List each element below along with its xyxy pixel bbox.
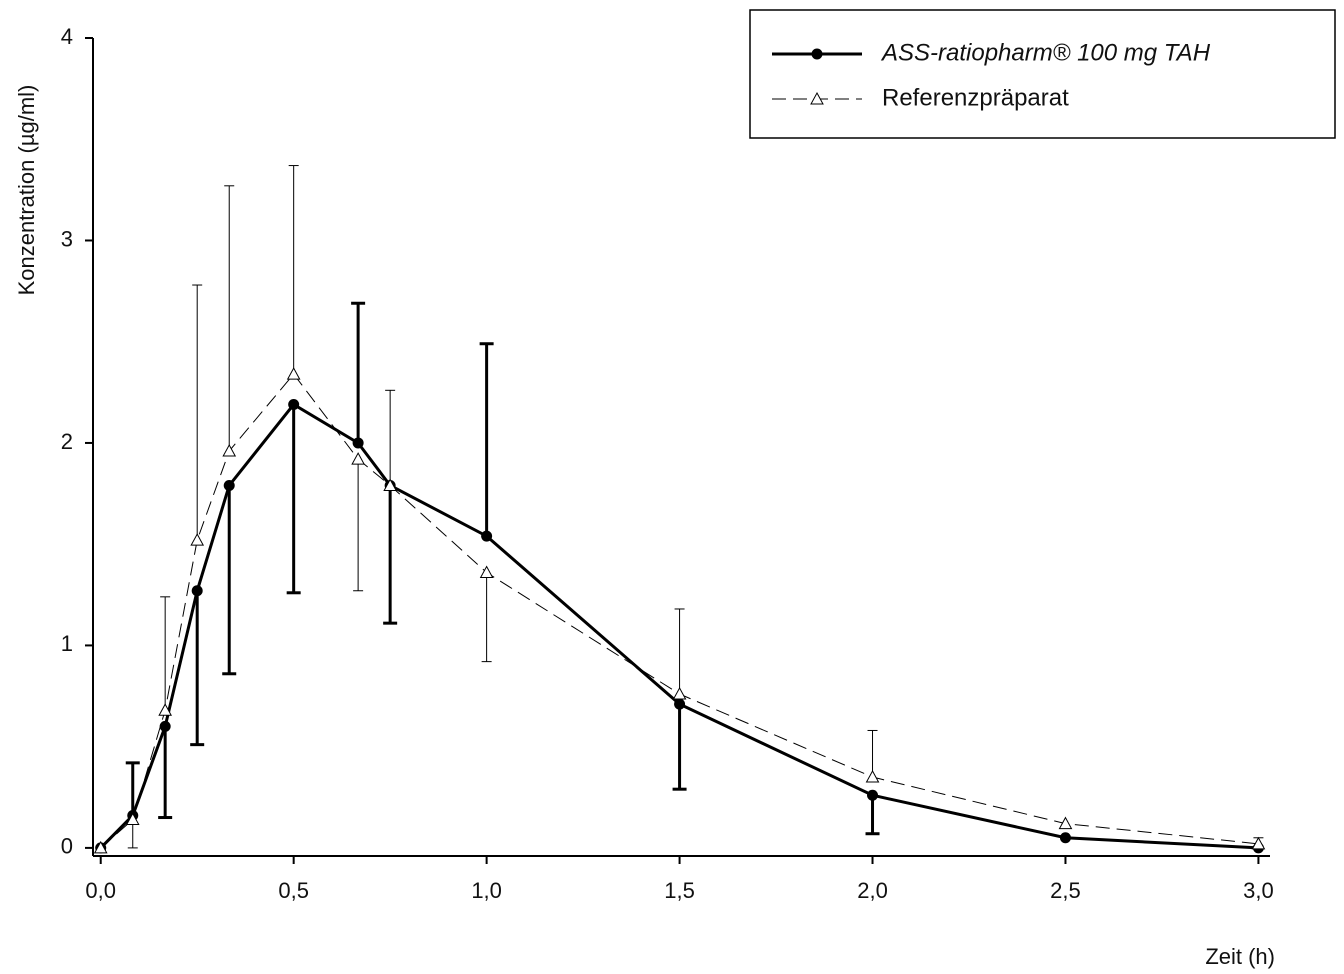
marker <box>223 479 235 491</box>
error-bar <box>479 342 494 537</box>
error-bar <box>125 761 140 816</box>
y-axis-label: Konzentration (µg/ml) <box>14 85 39 296</box>
error-bar <box>160 596 171 711</box>
y-tick-label: 3 <box>61 226 73 251</box>
marker <box>479 565 494 579</box>
error-bar <box>286 404 301 595</box>
marker <box>481 530 493 542</box>
error-bar <box>383 485 398 625</box>
marker <box>286 367 301 380</box>
error-bar <box>222 485 237 676</box>
marker <box>159 720 171 732</box>
error-bar <box>674 608 685 695</box>
marker <box>674 698 686 710</box>
y-tick-label: 4 <box>61 24 73 49</box>
marker <box>222 444 237 457</box>
marker <box>810 91 824 105</box>
legend-box <box>749 9 1336 139</box>
y-tick-label: 1 <box>61 631 73 656</box>
x-tick-label: 2,0 <box>857 878 888 903</box>
error-bar <box>385 389 396 486</box>
error-bar <box>224 185 235 452</box>
error-bar <box>288 165 299 375</box>
x-tick-label: 2,5 <box>1050 878 1081 903</box>
x-tick-label: 1,0 <box>471 878 502 903</box>
marker <box>1058 816 1073 830</box>
marker <box>1059 832 1071 844</box>
x-tick-label: 0,5 <box>278 878 309 903</box>
marker <box>125 812 140 826</box>
marker <box>190 533 205 546</box>
error-bar <box>481 572 492 663</box>
x-tick-label: 0,0 <box>85 878 116 903</box>
error-bar <box>867 729 878 778</box>
y-tick-label: 0 <box>61 834 73 859</box>
marker <box>811 48 823 60</box>
error-bar <box>672 704 687 791</box>
marker <box>288 398 300 410</box>
marker <box>672 686 687 700</box>
error-bar <box>158 726 173 820</box>
marker <box>191 585 203 597</box>
error-bar <box>353 459 364 592</box>
x-tick-label: 1,5 <box>664 878 695 903</box>
marker <box>351 452 365 465</box>
marker <box>352 437 364 449</box>
error-bar <box>865 795 880 836</box>
y-tick-label: 2 <box>61 429 73 454</box>
marker <box>158 703 173 716</box>
marker <box>383 478 397 491</box>
legend-label: ASS-ratiopharm® 100 mg TAH <box>880 39 1211 66</box>
x-axis-label: Zeit (h) <box>1205 944 1275 969</box>
marker <box>93 840 108 854</box>
marker <box>865 769 880 783</box>
marker <box>867 789 879 801</box>
error-bar <box>192 284 203 541</box>
x-tick-label: 3,0 <box>1243 878 1274 903</box>
error-bar <box>190 590 205 747</box>
legend-label: Referenzpräparat <box>882 84 1069 111</box>
marker <box>1251 836 1266 850</box>
error-bar <box>351 301 366 443</box>
